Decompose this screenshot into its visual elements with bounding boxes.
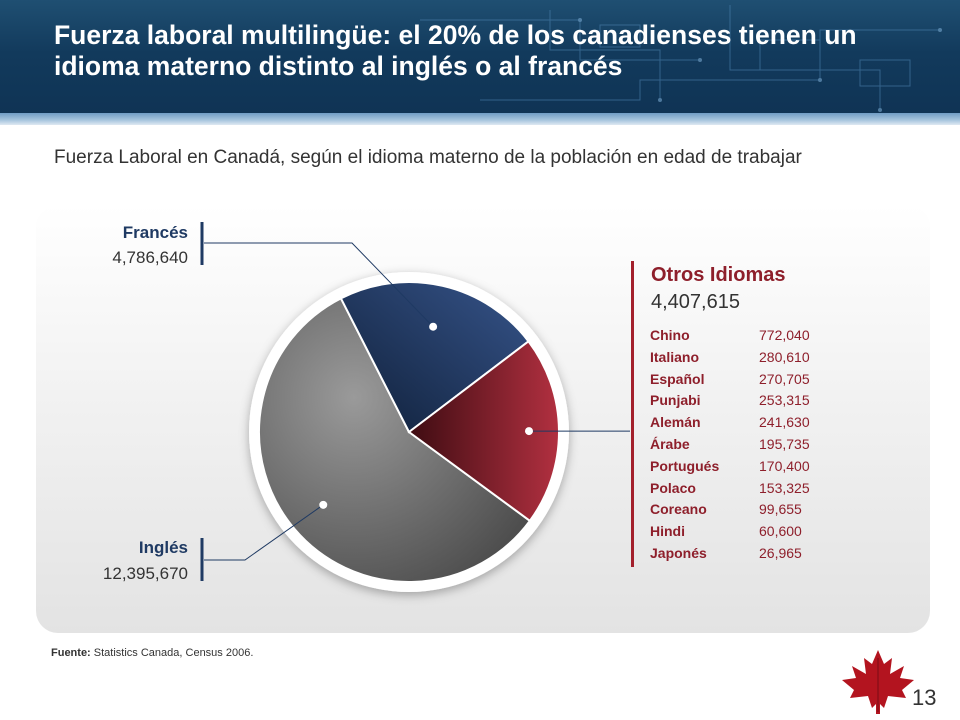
breakdown-row: Italiano 280,610 [650, 347, 810, 369]
leader-dot-frances [429, 322, 438, 331]
source-label: Fuente: [51, 647, 91, 659]
breakdown-value: 195,735 [759, 435, 810, 452]
breakdown-name: Hindi [650, 523, 685, 540]
breakdown-value: 280,610 [759, 348, 810, 365]
breakdown-name: Coreano [650, 501, 707, 518]
pie-slice-frances [339, 281, 530, 434]
chart-subtitle: Fuerza Laboral en Canadá, según el idiom… [54, 147, 802, 168]
breakdown-value: 270,705 [759, 370, 810, 387]
breakdown-name: Portugués [650, 457, 720, 474]
breakdown-row: Chino 772,040 [650, 325, 810, 347]
slice-value-ingles: 12,395,670 [103, 564, 188, 583]
breakdown-row: Alemán 241,630 [650, 412, 810, 434]
breakdown-row: Árabe 195,735 [650, 434, 810, 456]
breakdown-row: Japonés 26,965 [650, 543, 810, 565]
breakdown-row: Español 270,705 [650, 369, 810, 391]
slice-value-otros: 4,407,615 [651, 291, 740, 313]
header-divider [0, 113, 960, 125]
page-number: 13 [912, 685, 937, 710]
source-text: Statistics Canada, Census 2006. [90, 647, 254, 659]
breakdown-row: Hindi 60,600 [650, 521, 810, 543]
slide-header: Fuerza laboral multilingüe: el 20% de lo… [0, 0, 960, 118]
breakdown-row: Portugués 170,400 [650, 456, 810, 478]
breakdown-name: Español [650, 370, 705, 387]
breakdown-value: 241,630 [759, 414, 810, 431]
leader-dot-ingles [319, 500, 328, 509]
slice-label-ingles: Inglés [139, 538, 188, 557]
breakdown-row: Punjabi 253,315 [650, 390, 810, 412]
circuit-decoration [420, 5, 942, 112]
breakdown-name: Italiano [650, 348, 700, 365]
breakdown-value: 153,325 [759, 479, 810, 496]
breakdown-name: Polaco [650, 479, 696, 496]
breakdown-value: 60,600 [759, 523, 802, 540]
slide-title: Fuerza laboral multilingüe: el 20% de lo… [54, 20, 857, 81]
otros-breakdown-table: Chino 772,040 Italiano 280,610 Español 270,70… [650, 325, 810, 565]
slice-label-frances: Francés [123, 223, 188, 242]
breakdown-name: Chino [650, 327, 690, 343]
label-frances: Francés 4,786,640 [112, 222, 204, 267]
leader-line-ingles [204, 504, 324, 561]
breakdown-value: 170,400 [759, 457, 810, 474]
breakdown-name: Japonés [650, 544, 707, 561]
breakdown-row: Polaco 153,325 [650, 478, 810, 500]
otros-accent-bar [631, 261, 634, 567]
leader-dot-otros [524, 427, 533, 436]
breakdown-row: Coreano 99,655 [650, 499, 810, 521]
slice-label-otros: Otros Idiomas [651, 264, 786, 286]
breakdown-value: 26,965 [759, 544, 802, 561]
leader-line-frances [204, 242, 434, 328]
breakdown-name: Punjabi [650, 392, 701, 409]
breakdown-value: 99,655 [759, 501, 802, 518]
maple-leaf-icon [842, 650, 914, 714]
breakdown-name: Árabe [650, 435, 690, 452]
source-note: Fuente: Statistics Canada, Census 2006. [51, 647, 253, 659]
pie-slice-ingles [258, 297, 532, 583]
label-ingles: Inglés 12,395,670 [103, 538, 204, 583]
breakdown-name: Alemán [650, 414, 701, 431]
breakdown-value: 772,040 [759, 327, 810, 343]
breakdown-value: 253,315 [759, 392, 810, 409]
slice-value-frances: 4,786,640 [112, 248, 188, 267]
